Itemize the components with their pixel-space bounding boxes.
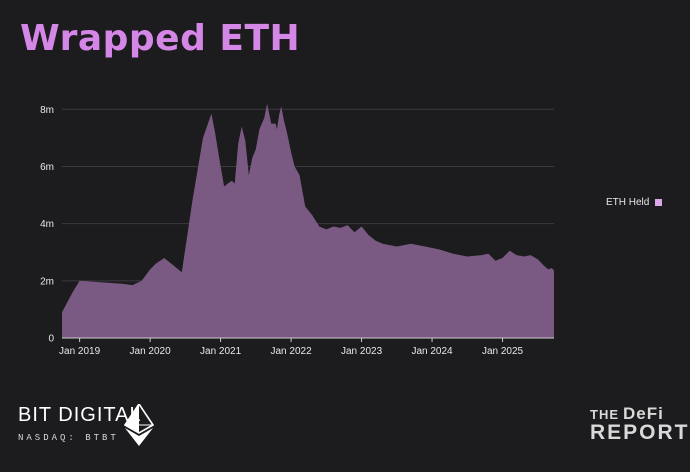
defi-report-logo: THE DeFi REPORT bbox=[590, 405, 690, 443]
x-tick-label: Jan 2021 bbox=[200, 346, 242, 357]
y-tick-label: 8m bbox=[40, 105, 54, 116]
defi-report-defi: DeFi bbox=[623, 404, 664, 423]
x-tick-label: Jan 2024 bbox=[411, 346, 453, 357]
chart-legend: ETH Held bbox=[606, 197, 663, 208]
legend-label: ETH Held bbox=[606, 197, 650, 208]
x-tick-label: Jan 2022 bbox=[271, 346, 313, 357]
ethereum-icon bbox=[124, 404, 154, 446]
y-tick-label: 0 bbox=[48, 334, 54, 345]
page-title: Wrapped ETH bbox=[20, 18, 301, 59]
y-tick-label: 6m bbox=[40, 162, 54, 173]
y-tick-label: 4m bbox=[40, 219, 54, 230]
defi-report-the: THE bbox=[590, 407, 619, 422]
chart-area-layer bbox=[62, 103, 554, 338]
x-tick-label: Jan 2025 bbox=[482, 346, 524, 357]
bit-digital-ticker: NASDAQ: BTBT bbox=[18, 433, 119, 443]
series-area-eth-held bbox=[62, 103, 554, 338]
bit-digital-logo: BIT DIGITAL NASDAQ: BTBT bbox=[18, 404, 142, 443]
chart-axis-layer: 0 2m 4m 6m 8m Jan 2019 Jan 2020 Jan 2021 Jan 202… bbox=[40, 105, 554, 357]
legend-swatch bbox=[655, 199, 663, 206]
x-tick-label: Jan 2020 bbox=[130, 346, 172, 357]
x-tick-label: Jan 2019 bbox=[59, 346, 101, 357]
x-tick-label: Jan 2023 bbox=[341, 346, 383, 357]
defi-report-report: REPORT bbox=[590, 421, 690, 444]
bit-digital-name: BIT DIGITAL bbox=[18, 404, 142, 426]
y-tick-label: 2m bbox=[40, 276, 54, 287]
